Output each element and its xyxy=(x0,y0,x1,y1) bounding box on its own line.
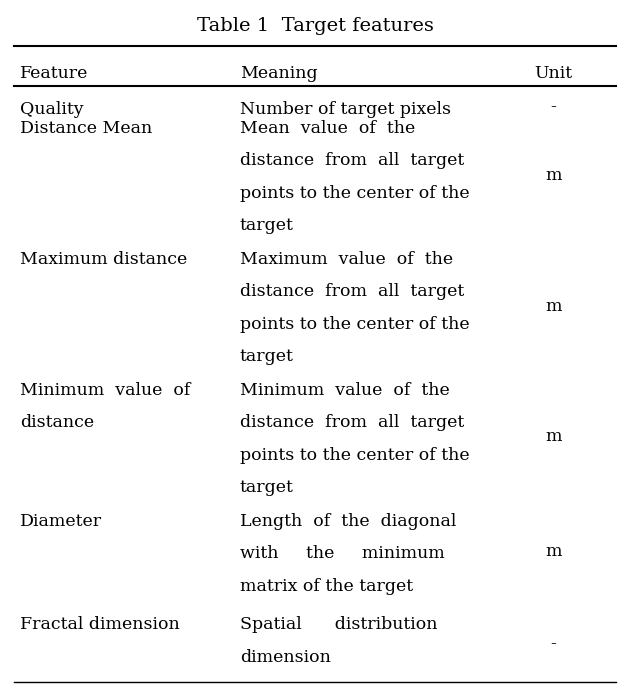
Text: points to the center of the: points to the center of the xyxy=(240,446,469,464)
Text: Unit: Unit xyxy=(534,65,573,82)
Text: target: target xyxy=(240,348,294,365)
Text: m: m xyxy=(545,428,561,446)
Text: target: target xyxy=(240,217,294,234)
Text: Number of target pixels: Number of target pixels xyxy=(240,101,450,118)
Text: points to the center of the: points to the center of the xyxy=(240,316,469,333)
Text: distance  from  all  target: distance from all target xyxy=(240,283,464,300)
Text: m: m xyxy=(545,298,561,315)
Text: Fractal dimension: Fractal dimension xyxy=(20,616,180,633)
Text: Diameter: Diameter xyxy=(20,513,102,530)
Text: matrix of the target: matrix of the target xyxy=(240,578,413,594)
Text: m: m xyxy=(545,167,561,183)
Text: Length  of  the  diagonal: Length of the diagonal xyxy=(240,513,456,530)
Text: Mean  value  of  the: Mean value of the xyxy=(240,120,415,137)
Text: target: target xyxy=(240,479,294,496)
Text: Minimum  value  of: Minimum value of xyxy=(20,382,191,399)
Text: Meaning: Meaning xyxy=(240,65,318,82)
Text: Maximum  value  of  the: Maximum value of the xyxy=(240,251,453,268)
Text: -: - xyxy=(551,98,556,115)
Text: Table 1  Target features: Table 1 Target features xyxy=(197,17,433,35)
Text: Maximum distance: Maximum distance xyxy=(20,251,188,268)
Text: Quality: Quality xyxy=(20,101,84,118)
Text: Minimum  value  of  the: Minimum value of the xyxy=(240,382,449,399)
Text: points to the center of the: points to the center of the xyxy=(240,185,469,202)
Text: dimension: dimension xyxy=(240,648,331,666)
Text: distance  from  all  target: distance from all target xyxy=(240,152,464,170)
Text: distance: distance xyxy=(20,415,94,431)
Text: with     the     minimum: with the minimum xyxy=(240,545,445,562)
Text: m: m xyxy=(545,543,561,560)
Text: -: - xyxy=(551,635,556,653)
Text: Spatial      distribution: Spatial distribution xyxy=(240,616,437,633)
Text: Feature: Feature xyxy=(20,65,89,82)
Text: Distance Mean: Distance Mean xyxy=(20,120,152,137)
Text: distance  from  all  target: distance from all target xyxy=(240,415,464,431)
